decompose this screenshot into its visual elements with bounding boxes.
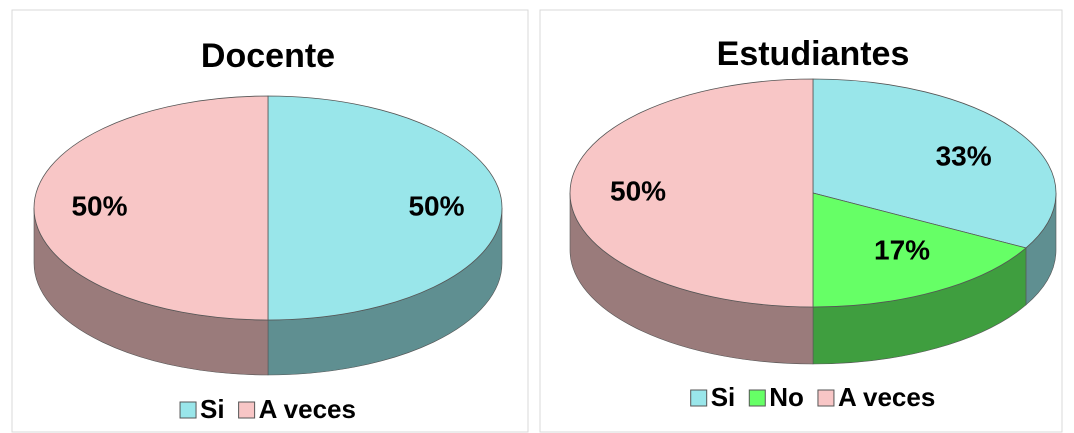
legend-swatch xyxy=(748,389,766,407)
data-label: 33% xyxy=(936,141,992,172)
slice xyxy=(569,78,814,308)
chart-title: Docente xyxy=(201,37,335,75)
legend-swatch xyxy=(238,401,256,419)
legend-swatch xyxy=(817,389,835,407)
chart-title: Estudiantes xyxy=(717,35,910,73)
legend-label: Si xyxy=(200,394,225,424)
slice xyxy=(812,192,1027,308)
legend-label: Si xyxy=(711,382,736,412)
slice xyxy=(33,95,269,321)
data-label: 50% xyxy=(71,190,127,221)
legend-label: A veces xyxy=(838,382,935,412)
legend-label: A veces xyxy=(259,394,356,424)
slice xyxy=(267,95,503,321)
data-label: 17% xyxy=(874,234,930,265)
data-label: 50% xyxy=(408,190,464,221)
legend-swatch xyxy=(690,389,708,407)
legend-swatch xyxy=(179,401,197,419)
legend-label: No xyxy=(769,382,804,412)
data-label: 50% xyxy=(610,175,666,206)
slice xyxy=(812,78,1057,249)
